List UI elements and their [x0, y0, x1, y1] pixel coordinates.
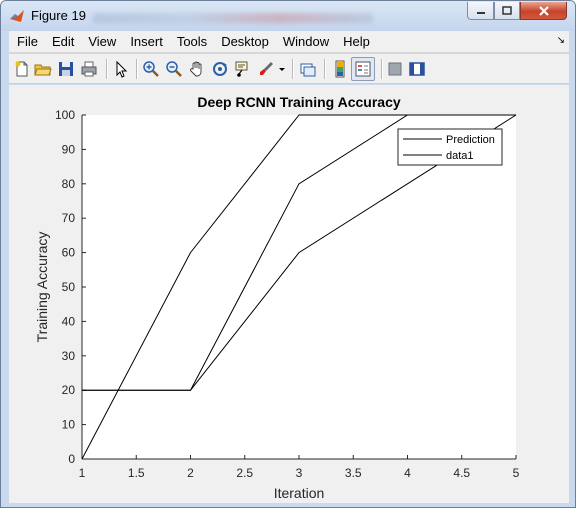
y-tick-label: 50 [62, 280, 76, 294]
zoom-in-icon[interactable] [142, 60, 160, 78]
y-tick-label: 40 [62, 314, 76, 328]
x-tick-label: 3 [296, 466, 303, 480]
close-button[interactable] [520, 2, 567, 20]
y-tick-label: 30 [62, 349, 76, 363]
legend-icon[interactable] [354, 60, 372, 78]
legend-label-2: data1 [446, 150, 474, 162]
maximize-icon [502, 5, 512, 15]
hide-plot-tools-icon[interactable] [386, 60, 404, 78]
data-cursor-icon[interactable] [234, 60, 252, 78]
plot-area [82, 115, 516, 459]
y-axis-label: Training Accuracy [34, 232, 50, 343]
x-tick-label: 2 [187, 466, 194, 480]
menu-dock-arrow-icon[interactable]: ↘ [556, 35, 565, 46]
y-tick-label: 10 [62, 418, 76, 432]
menu-insert[interactable]: Insert [130, 33, 163, 49]
zoom-out-icon[interactable] [165, 60, 183, 78]
figure-canvas[interactable]: 1 1.5 2 2.5 3 3.5 4 4.5 5 0 10 20 30 40 50 60 70 80 90 100 D… [9, 85, 569, 503]
window-title: Figure 19 [31, 8, 86, 23]
y-tick-label: 80 [62, 177, 76, 191]
rotate-3d-icon[interactable] [211, 60, 229, 78]
matlab-logo-icon [10, 10, 24, 22]
pointer-icon[interactable] [112, 60, 130, 78]
toolbar-separator [292, 59, 293, 79]
x-tick-label: 2.5 [236, 466, 253, 480]
maximize-button[interactable] [494, 2, 520, 20]
brush-dropdown-icon[interactable] [277, 60, 287, 78]
x-tick-label: 1 [79, 466, 86, 480]
toolbar-separator [324, 59, 325, 79]
y-tick-label: 100 [55, 108, 75, 122]
toolbar [9, 54, 569, 84]
y-tick-label: 20 [62, 383, 76, 397]
toolbar-separator [381, 59, 382, 79]
training-accuracy-chart[interactable]: 1 1.5 2 2.5 3 3.5 4 4.5 50102030405060708090100D… [9, 85, 569, 503]
brush-icon[interactable] [257, 60, 275, 78]
pan-icon[interactable] [188, 60, 206, 78]
menu-edit[interactable]: Edit [51, 33, 75, 49]
print-icon[interactable] [80, 60, 98, 78]
open-file-icon[interactable] [34, 60, 52, 78]
link-plot-icon[interactable] [299, 60, 317, 78]
menu-tools[interactable]: Tools [176, 33, 208, 49]
x-tick-label: 4.5 [453, 466, 470, 480]
toolbar-separator [106, 59, 107, 79]
legend-box [397, 128, 503, 166]
y-tick-label: 0 [68, 452, 75, 466]
menu-help[interactable]: Help [343, 33, 370, 49]
obscured-title-region [93, 13, 373, 23]
y-tick-label: 60 [62, 246, 76, 260]
x-tick-label: 5 [513, 466, 520, 480]
save-icon[interactable] [57, 60, 75, 78]
menu-bar: File Edit View Insert Tools Desktop Wind… [9, 31, 569, 53]
menu-desktop[interactable]: Desktop [221, 33, 269, 49]
x-tick-label: 4 [404, 466, 411, 480]
y-tick-label: 90 [62, 142, 76, 156]
minimize-button[interactable] [467, 2, 494, 20]
toolbar-separator [136, 59, 137, 79]
legend-label-1: Prediction [446, 134, 495, 146]
chart-title: Deep RCNN Training Accuracy [197, 94, 401, 110]
x-tick-label: 1.5 [128, 466, 145, 480]
menu-view[interactable]: View [88, 33, 117, 49]
x-axis-label: Iteration [274, 485, 325, 501]
series-line-3 [81, 114, 516, 460]
colorbar-icon[interactable] [331, 60, 349, 78]
minimize-icon [476, 11, 485, 14]
x-tick-label: 3.5 [345, 466, 362, 480]
menu-window[interactable]: Window [282, 33, 330, 49]
show-plot-tools-icon[interactable] [408, 60, 426, 78]
menu-file[interactable]: File [17, 33, 38, 49]
close-icon [538, 5, 549, 16]
new-figure-icon[interactable] [13, 60, 31, 78]
title-bar[interactable]: Figure 19 [1, 1, 575, 31]
y-tick-label: 70 [62, 211, 76, 225]
